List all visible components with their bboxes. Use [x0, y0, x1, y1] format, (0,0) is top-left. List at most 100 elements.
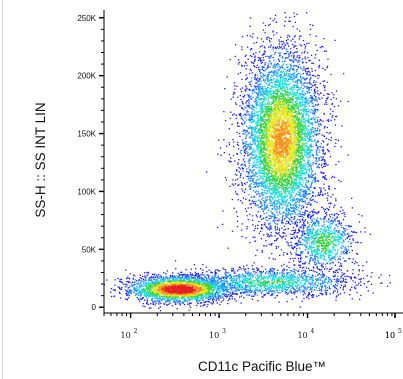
data-point: [245, 117, 246, 118]
data-point: [233, 92, 234, 93]
data-point: [242, 183, 243, 184]
data-point: [305, 219, 306, 220]
data-point: [282, 72, 283, 73]
data-point: [341, 125, 342, 126]
data-point: [306, 154, 307, 155]
data-point: [337, 292, 338, 293]
data-point: [140, 281, 141, 282]
data-point: [341, 146, 342, 147]
data-point: [305, 196, 306, 197]
data-point: [186, 277, 187, 278]
data-point: [315, 259, 316, 260]
data-point: [253, 296, 254, 297]
data-point: [252, 200, 253, 201]
data-point: [275, 52, 276, 53]
data-point: [322, 274, 323, 275]
data-point: [238, 199, 239, 200]
data-point: [142, 276, 143, 277]
data-point: [310, 165, 311, 166]
data-point: [309, 80, 310, 81]
data-point: [307, 226, 308, 227]
data-point: [326, 292, 327, 293]
data-point: [333, 207, 334, 208]
data-point: [212, 272, 213, 273]
data-point: [331, 262, 332, 263]
data-point: [330, 140, 331, 141]
data-point: [320, 286, 321, 287]
data-point: [246, 126, 247, 127]
data-point: [143, 279, 144, 280]
data-point: [236, 193, 237, 194]
data-point: [152, 300, 153, 301]
data-point: [228, 294, 229, 295]
data-point: [296, 60, 297, 61]
data-point: [222, 224, 223, 225]
data-point: [318, 97, 319, 98]
data-point: [133, 292, 134, 293]
data-point: [302, 61, 303, 62]
data-point: [355, 287, 356, 288]
data-point: [235, 287, 236, 288]
data-point: [279, 41, 280, 42]
data-point: [273, 34, 274, 35]
data-point: [288, 293, 289, 294]
data-point: [252, 116, 253, 117]
data-point: [276, 69, 277, 70]
data-point: [322, 134, 323, 135]
data-point: [150, 303, 151, 304]
data-point: [185, 300, 186, 301]
data-point: [319, 288, 320, 289]
data-point: [326, 104, 327, 105]
data-point: [250, 98, 251, 99]
data-point: [269, 236, 270, 237]
data-point: [263, 22, 264, 23]
data-point: [335, 255, 336, 256]
data-point: [261, 199, 262, 200]
data-point: [238, 184, 239, 185]
data-point: [335, 143, 336, 144]
data-point: [222, 282, 223, 283]
data-point: [182, 301, 183, 302]
data-point: [290, 21, 291, 22]
data-point: [288, 214, 289, 215]
data-point: [340, 101, 341, 102]
data-point: [296, 250, 297, 251]
data-point: [343, 287, 344, 288]
data-point: [270, 62, 271, 63]
data-point: [306, 164, 307, 165]
data-point: [235, 56, 236, 57]
data-point: [282, 41, 283, 42]
data-point: [300, 291, 301, 292]
data-point: [274, 60, 275, 61]
data-point: [334, 177, 335, 178]
data-point: [275, 71, 276, 72]
data-point: [195, 268, 196, 269]
data-point: [260, 61, 261, 62]
data-point: [325, 152, 326, 153]
data-point: [249, 115, 250, 116]
data-point: [321, 283, 322, 284]
data-point: [293, 197, 294, 198]
data-point: [322, 98, 323, 99]
data-point: [286, 210, 287, 211]
data-point: [265, 79, 266, 80]
data-point: [297, 232, 298, 233]
data-point: [301, 237, 302, 238]
data-point: [301, 52, 302, 53]
data-point: [309, 88, 310, 89]
data-point: [318, 124, 319, 125]
data-point: [290, 252, 291, 253]
data-point: [263, 60, 264, 61]
data-point: [249, 165, 250, 166]
data-point: [312, 182, 313, 183]
data-point: [318, 192, 319, 193]
data-point: [344, 214, 345, 215]
data-point: [302, 267, 303, 268]
data-point: [325, 193, 326, 194]
data-point: [302, 101, 303, 102]
data-point: [314, 57, 315, 58]
data-point: [285, 71, 286, 72]
data-point: [268, 85, 269, 86]
data-point: [306, 43, 307, 44]
data-point: [291, 75, 292, 76]
